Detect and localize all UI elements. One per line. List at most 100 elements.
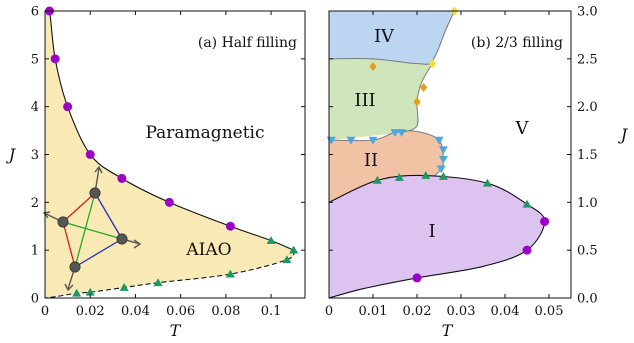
region-iii-fill [329, 11, 455, 141]
panel-a-title: (a) Half filling [198, 35, 297, 51]
y-tick-label: 2.5 [577, 52, 598, 67]
region-ii-fill [329, 130, 444, 203]
panel-a-xlabel: T [170, 321, 182, 340]
y-tick-label: 0 [31, 292, 39, 307]
spin-arrowhead [133, 239, 142, 249]
data-point-triangle [85, 287, 95, 296]
x-tick-label: 0 [41, 304, 49, 319]
data-point-triangle [266, 236, 276, 244]
data-point-circle [117, 173, 127, 183]
aiao-region-fill [45, 7, 294, 299]
region-label-paramagnetic: Paramagnetic [145, 123, 264, 143]
x-tick-label: 0.03 [447, 304, 476, 319]
y-tick-label: 1.0 [577, 196, 598, 211]
tetra-edge [62, 221, 76, 268]
y-tick-label: 4 [31, 100, 39, 115]
y-tick-label: 2 [31, 196, 39, 211]
data-point-triangle-down [397, 129, 407, 137]
data-point-triangle [119, 282, 129, 291]
spin-arrowhead [64, 283, 74, 292]
region-label-iv: IV [374, 26, 395, 47]
x-tick-label: 0.01 [359, 304, 388, 319]
y-tick-label: 0.5 [577, 244, 598, 259]
x-tick-label: 0.05 [535, 304, 564, 319]
data-point-triangle-down [438, 155, 448, 164]
x-tick-label: 0.04 [491, 304, 520, 319]
data-point-triangle [372, 175, 382, 184]
panel-b-title: (b) 2/3 filling [471, 35, 563, 51]
iv-iii-boundary-line [328, 10, 455, 65]
data-point-triangle [289, 245, 299, 254]
x-tick-label: 0.08 [211, 304, 240, 319]
spin-site [116, 233, 128, 245]
data-point-circle [540, 216, 550, 226]
panel-a-markers [45, 6, 299, 297]
panel-b-ticks: 0 0.01 0.02 0.03 0.04 0.05 0.0 0.5 1.0 1.5 2.0 2.5 3… [325, 5, 598, 320]
data-point-triangle [482, 178, 492, 187]
region-label-iii: III [354, 90, 375, 111]
data-point-triangle [421, 171, 431, 179]
region-label-aiao: AIAO [185, 240, 231, 260]
data-point-triangle-down [368, 136, 378, 145]
y-tick-label: 1.5 [577, 148, 598, 163]
data-point-diamond [428, 59, 436, 69]
region-iv-fill [329, 11, 455, 65]
y-tick-label: 1 [31, 244, 39, 259]
data-point-diamond [369, 61, 377, 71]
data-point-triangle-down [438, 146, 448, 155]
panel-b-xlabel: T [442, 321, 454, 340]
x-tick-label: 0.04 [121, 304, 150, 319]
tetra-edge [62, 221, 123, 240]
tetra-edge [74, 192, 96, 268]
data-point-circle [85, 150, 95, 159]
panel-a-half-filling: 0 0.02 0.04 0.06 0.08 0.1 0 1 2 3 4 5 6 (a) Half fil… [6, 5, 306, 340]
y-tick-label: 3.0 [577, 5, 598, 20]
data-point-triangle [153, 278, 163, 287]
region-label-ii: II [364, 150, 378, 171]
data-point-triangle [225, 269, 235, 278]
y-tick-label: 0.0 [577, 292, 598, 307]
spin-arrowhead [94, 165, 103, 174]
tetra-edge [94, 192, 123, 240]
x-tick-label: 0.02 [403, 304, 432, 319]
data-point-triangle [394, 172, 404, 181]
panel-b-markers [326, 6, 550, 283]
spin-site [89, 187, 101, 199]
x-tick-label: 0.06 [166, 304, 195, 319]
data-point-circle [412, 273, 422, 283]
panel-b-two-thirds-filling: 0 0.01 0.02 0.03 0.04 0.05 0.0 0.5 1.0 1.5 2.0 2.5 3… [325, 5, 629, 341]
x-tick-label: 0 [325, 304, 333, 319]
data-point-circle [522, 245, 532, 255]
y-tick-label: 3 [31, 148, 39, 163]
tetra-edge [74, 238, 123, 268]
y-tick-label: 5 [31, 52, 39, 67]
data-point-triangle [72, 288, 82, 297]
phase-boundary-solid [44, 6, 294, 251]
region-label-i: I [428, 221, 435, 242]
region-i-fill [329, 175, 545, 298]
data-point-diamond [413, 97, 421, 107]
data-point-triangle [438, 172, 448, 180]
x-tick-label: 0.1 [261, 304, 282, 319]
data-point-triangle-down [346, 136, 356, 145]
data-point-triangle [282, 255, 292, 264]
data-point-circle [50, 54, 60, 64]
y-tick-label: 6 [31, 5, 39, 20]
data-point-triangle-down [436, 165, 446, 174]
region-label-v: V [515, 118, 530, 139]
data-point-circle [63, 102, 73, 112]
data-point-diamond [420, 83, 428, 93]
panel-b-ylabel: J [618, 125, 629, 144]
y-tick-label: 2.0 [577, 100, 598, 115]
tetrahedron-spin-inset [42, 165, 142, 292]
data-point-circle [225, 221, 235, 231]
data-point-triangle-down [390, 129, 400, 137]
spin-arrowhead [42, 211, 51, 219]
panel-a-ylabel: J [6, 145, 17, 164]
data-point-triangle [522, 199, 532, 208]
x-tick-label: 0.02 [76, 304, 105, 319]
tetra-edge [62, 192, 96, 223]
data-point-triangle-down [434, 136, 444, 145]
panel-a-ticks: 0 0.02 0.04 0.06 0.08 0.1 0 1 2 3 4 5 6 [31, 5, 305, 319]
